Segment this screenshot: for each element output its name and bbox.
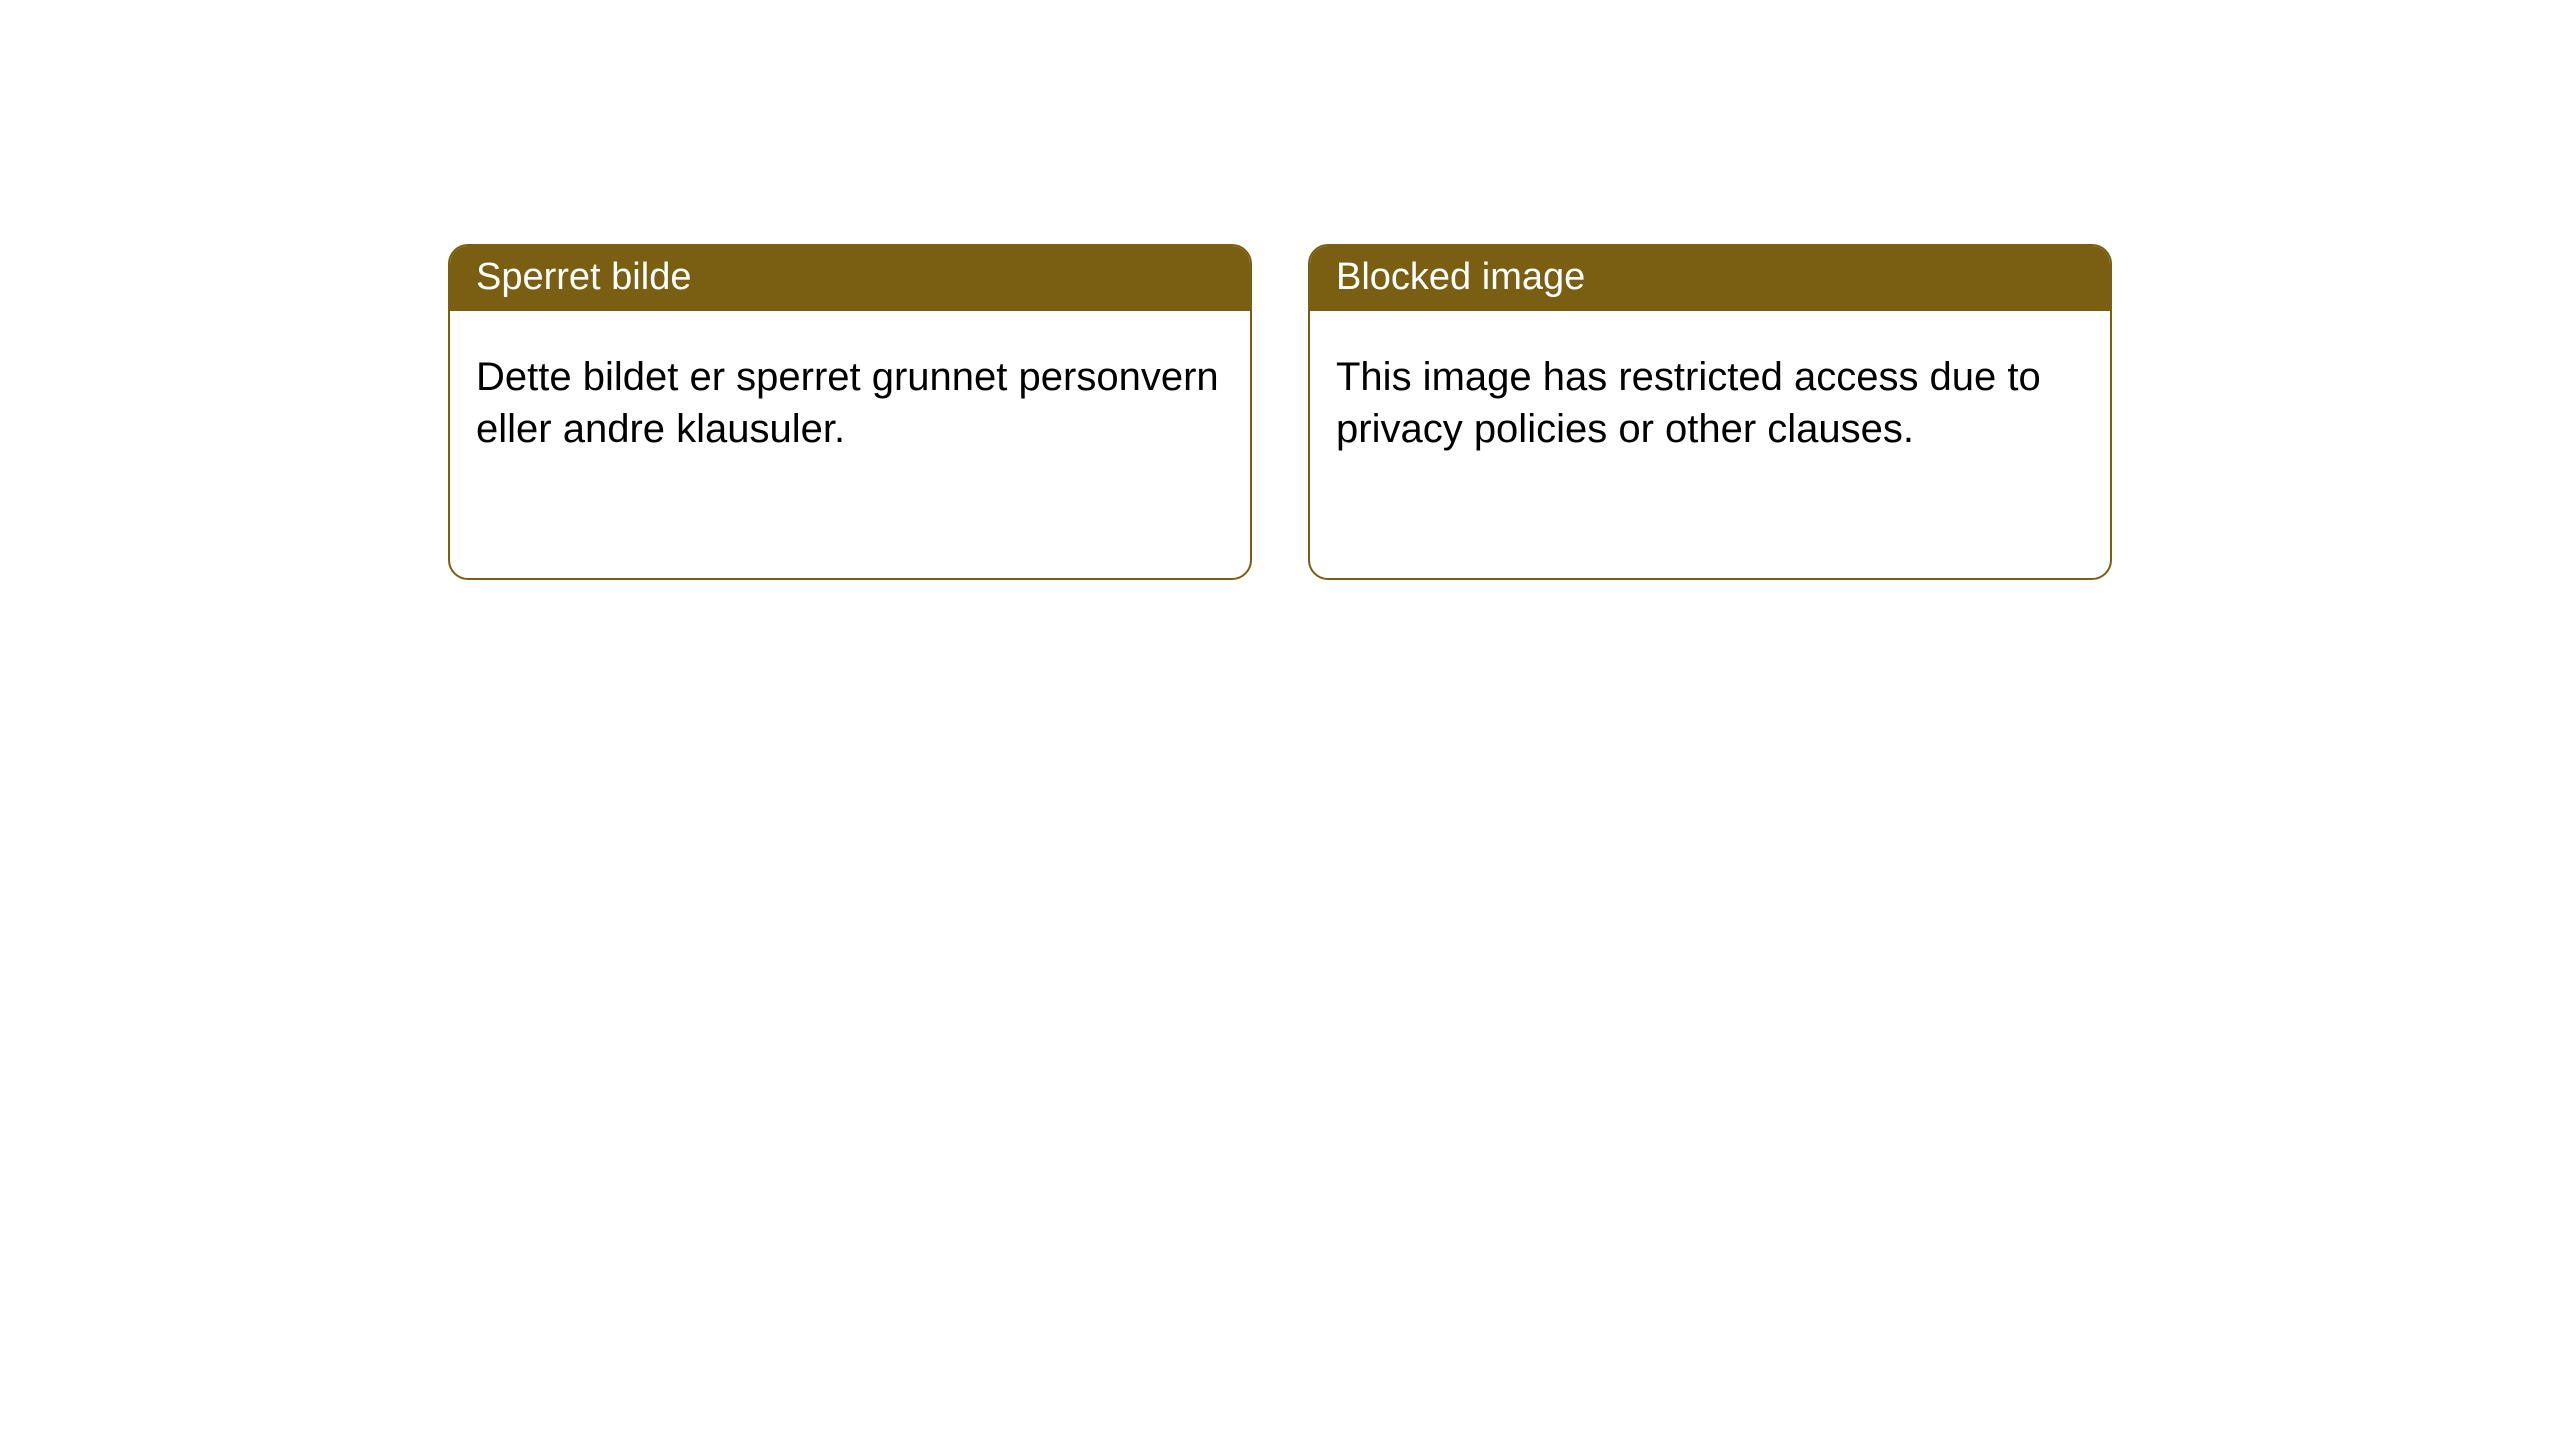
- notice-container: Sperret bilde Dette bildet er sperret gr…: [0, 0, 2560, 580]
- notice-header: Blocked image: [1310, 246, 2110, 311]
- notice-card-norwegian: Sperret bilde Dette bildet er sperret gr…: [448, 244, 1252, 580]
- notice-header: Sperret bilde: [450, 246, 1250, 311]
- notice-body: This image has restricted access due to …: [1310, 311, 2110, 481]
- notice-body: Dette bildet er sperret grunnet personve…: [450, 311, 1250, 481]
- notice-card-english: Blocked image This image has restricted …: [1308, 244, 2112, 580]
